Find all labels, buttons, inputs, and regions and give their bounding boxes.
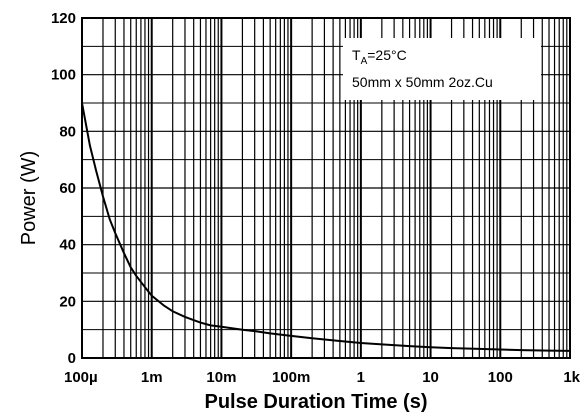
- x-tick-label: 1: [357, 369, 365, 386]
- x-tick-labels: 100µ 1m 10m 100m 1 10 100 1k: [64, 369, 581, 386]
- y-tick-labels: 0 20 40 60 80 100 120: [51, 10, 76, 367]
- x-tick-label: 1m: [141, 369, 163, 386]
- annotation-line-1: TA=25°C: [352, 47, 407, 67]
- x-tick-label: 10: [422, 369, 439, 386]
- plot-frame: [81, 17, 571, 359]
- annotation-sub: A: [361, 56, 368, 67]
- y-tick-label: 60: [59, 180, 76, 197]
- x-tick-label: 100: [488, 369, 513, 386]
- x-axis-title: Pulse Duration Time (s): [204, 391, 427, 413]
- y-tick-label: 80: [59, 123, 76, 140]
- annotation-rest: =25°C: [367, 47, 406, 63]
- series-line-power: [81, 102, 571, 352]
- y-tick-label: 120: [51, 10, 76, 27]
- y-tick-label: 0: [68, 350, 76, 367]
- annotation-box: TA=25°C 50mm x 50mm 2oz.Cu: [343, 38, 541, 100]
- y-tick-label: 20: [59, 293, 76, 310]
- annotation-line-2: 50mm x 50mm 2oz.Cu: [352, 74, 493, 90]
- y-axis-title: Power (W): [18, 151, 40, 245]
- x-tick-label: 100m: [272, 369, 310, 386]
- x-tick-label: 100µ: [64, 369, 98, 386]
- x-tick-label: 10m: [206, 369, 236, 386]
- annotation-t: T: [352, 47, 361, 63]
- y-tick-label: 40: [59, 237, 76, 254]
- x-tick-label: 1k: [563, 369, 580, 386]
- y-tick-label: 100: [51, 67, 76, 84]
